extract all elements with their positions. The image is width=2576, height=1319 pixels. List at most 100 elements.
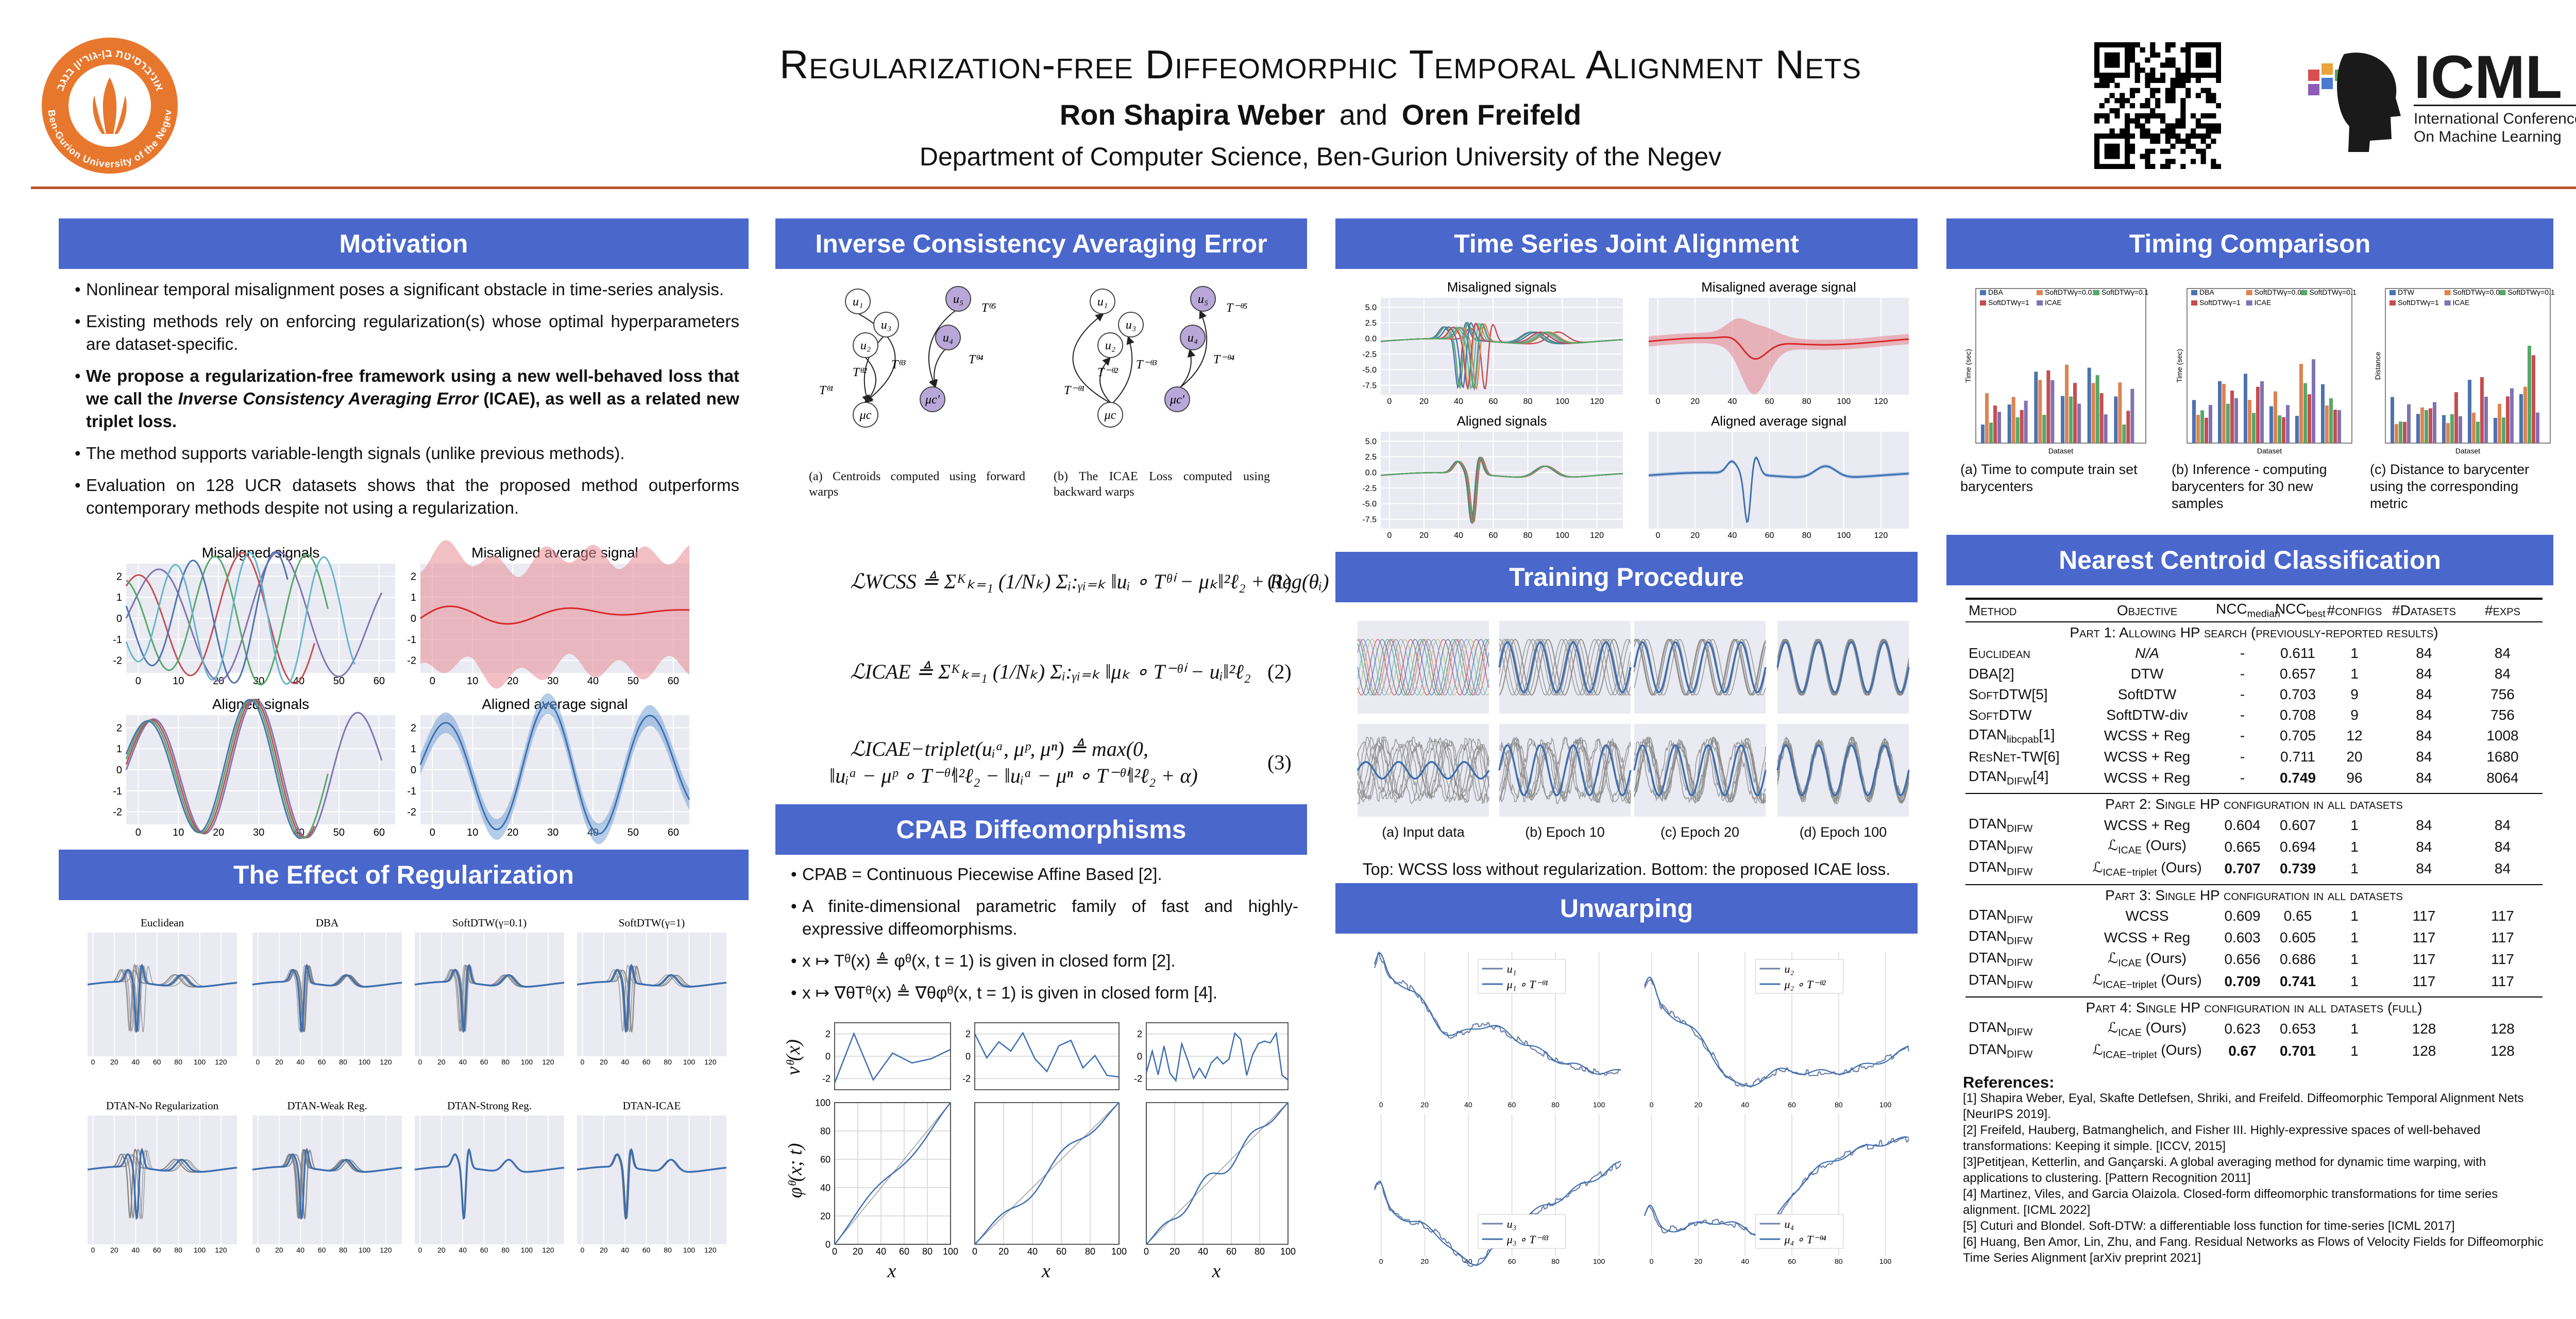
velocity-curve <box>974 1031 1120 1078</box>
bar <box>2536 412 2539 443</box>
x-tick-label: 10 <box>173 675 184 687</box>
plot: 2 0 -2 <box>962 1022 1120 1090</box>
bar <box>2104 414 2108 443</box>
legend-label: SoftDTWγ=0.01 <box>2255 288 2306 296</box>
table-cell: 756 <box>2463 705 2543 725</box>
bar <box>2433 402 2436 443</box>
curve <box>87 963 238 1033</box>
x-tick-label: 40 <box>459 1246 467 1254</box>
bar <box>1989 422 1993 443</box>
table-cell: 84 <box>2385 643 2463 664</box>
equation-number: (2) <box>1267 660 1292 683</box>
plot: 0 20 40 60 80 100 120 DTAN-Strong Reg. <box>414 1100 565 1254</box>
qr-module <box>2150 148 2156 154</box>
x-tick-label: 40 <box>1464 1101 1472 1109</box>
qr-module <box>2155 88 2161 93</box>
x-axis-label: Dataset <box>2048 447 2073 455</box>
bar <box>2126 411 2130 443</box>
reference-item: [3]Petitjean, Ketterlin, and Gançarski. … <box>1963 1155 2486 1185</box>
qr-module <box>2160 148 2166 154</box>
qr-module <box>2216 57 2221 63</box>
qr-module <box>2140 103 2145 109</box>
table-cell: DTANlibcpab[1] <box>1965 725 2081 747</box>
table-cell: 12 <box>2324 725 2385 747</box>
bar <box>2425 410 2428 443</box>
table-cell: 0.749 <box>2272 767 2324 789</box>
qr-module <box>2180 164 2186 169</box>
y-tick-label: 2 <box>116 722 122 734</box>
curve <box>1634 736 1766 803</box>
cell-subscript: DIFW <box>2007 1027 2033 1039</box>
cell-subscript: DIFW <box>2007 935 2033 947</box>
qr-module <box>2155 52 2161 58</box>
qr-module <box>2206 123 2211 129</box>
cell-text: 84 <box>2494 860 2511 877</box>
bar <box>2042 415 2046 443</box>
table-cell: 1 <box>2324 927 2385 949</box>
cell-text: 84 <box>2416 817 2432 833</box>
qr-module <box>2150 139 2156 144</box>
x-tick-label: 40 <box>1198 1246 1208 1257</box>
curve <box>1357 761 1490 780</box>
bar <box>2077 403 2081 443</box>
table-cell: 0.604 <box>2213 815 2272 836</box>
x-tick-label: 20 <box>1419 397 1429 406</box>
x-tick-label: 60 <box>1508 1101 1516 1109</box>
qr-module <box>2145 133 2150 139</box>
qr-module <box>2195 133 2201 139</box>
table-cell: 84 <box>2385 747 2463 767</box>
node-label: u₅ <box>953 293 963 306</box>
qr-module <box>2120 93 2125 98</box>
table-cell: 0.653 <box>2272 1018 2324 1040</box>
qr-module <box>2114 108 2120 114</box>
cell-text: 20 <box>2346 749 2363 765</box>
table-cell: 1 <box>2324 815 2385 836</box>
x-tick-label: 100 <box>521 1246 533 1254</box>
x-tick-label: 100 <box>683 1058 696 1066</box>
x-tick-label: 20 <box>1694 1101 1703 1109</box>
cell-subscript: DIFW <box>2007 867 2033 878</box>
x-tick-label: 20 <box>213 827 224 838</box>
x-tick-label: 60 <box>1765 397 1774 406</box>
y-tick-label: 2 <box>825 1029 831 1039</box>
node-label: μc <box>859 409 872 422</box>
bar <box>2502 417 2505 443</box>
qr-module <box>2200 159 2206 164</box>
plot-title: Euclidean <box>141 917 184 929</box>
cell-text: - <box>2240 728 2245 744</box>
x-tick-label: 100 <box>359 1058 371 1066</box>
y-tick-label: -2 <box>822 1074 831 1084</box>
table-cell: 0.623 <box>2213 1018 2272 1040</box>
cell-text: 1 <box>2350 838 2359 855</box>
bullet-item: Nonlinear temporal misalignment poses a … <box>75 278 739 301</box>
column-header: NCCbest <box>2272 598 2326 622</box>
node <box>845 289 871 314</box>
qr-module <box>2175 123 2181 129</box>
cell-subscript: DIFW <box>2007 775 2033 787</box>
x-tick-label: 80 <box>1523 531 1532 540</box>
x-tick-label: 60 <box>318 1058 326 1066</box>
bullet-text: A finite-dimensional parametric family o… <box>802 897 1298 938</box>
qr-module <box>2104 164 2110 169</box>
plot: 0 20 40 60 80 100 120 Misaligned average signal <box>1648 279 1909 406</box>
bar <box>2274 391 2277 443</box>
cell-text: Euclidean <box>1969 645 2030 661</box>
cell-text: 0.605 <box>2279 929 2316 945</box>
table-cell: ℒICAE (Ours) <box>2081 1018 2213 1040</box>
x-axis-label: Dataset <box>2257 447 2282 455</box>
table-row: ResNet-TW[6] WCSS + Reg - 0.711 20 84 1680 <box>1965 747 2543 767</box>
bar <box>2034 371 2038 443</box>
equation-number: (1) <box>1267 570 1292 593</box>
spacer-row <box>1965 880 2543 885</box>
cell-text: DTAN <box>1969 726 2007 742</box>
qr-module <box>2120 42 2125 48</box>
table-cell: 84 <box>2385 664 2463 684</box>
qr-module <box>2109 52 2115 58</box>
cell-text: WCSS + Reg <box>2104 929 2191 945</box>
qr-module <box>2099 77 2105 83</box>
cell-text: 84 <box>2416 728 2432 744</box>
bar <box>2523 386 2527 443</box>
section-heading: Timing Comparison <box>1946 218 2553 269</box>
qr-module <box>2165 148 2171 154</box>
qr-module <box>2165 133 2171 139</box>
